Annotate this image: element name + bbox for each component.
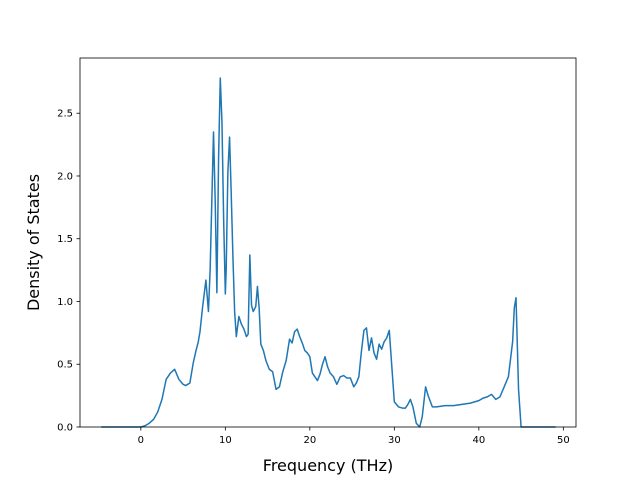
y-tick-label: 2.0	[57, 171, 73, 182]
x-tick-label: 30	[388, 435, 401, 446]
x-axis-label: Frequency (THz)	[263, 456, 393, 475]
y-tick-label: 2.5	[57, 109, 73, 120]
y-tick-label: 0.0	[57, 423, 73, 434]
y-axis-ticks: 0.0 0.5 1.0 1.5 2.0 2.5	[57, 109, 80, 434]
y-tick-label: 1.5	[57, 234, 73, 245]
plot-area	[101, 77, 556, 428]
y-axis-label: Density of States	[24, 174, 43, 311]
x-tick-label: 20	[303, 435, 316, 446]
x-tick-label: 50	[557, 435, 570, 446]
dos-series-line	[101, 77, 556, 428]
y-tick-label: 1.0	[57, 297, 73, 308]
x-tick-label: 40	[472, 435, 485, 446]
x-axis-ticks: 0 10 20 30 40 50	[138, 427, 570, 446]
x-tick-label: 10	[219, 435, 232, 446]
axes-frame	[79, 57, 577, 428]
y-tick-label: 0.5	[57, 360, 73, 371]
x-tick-label: 0	[138, 435, 144, 446]
